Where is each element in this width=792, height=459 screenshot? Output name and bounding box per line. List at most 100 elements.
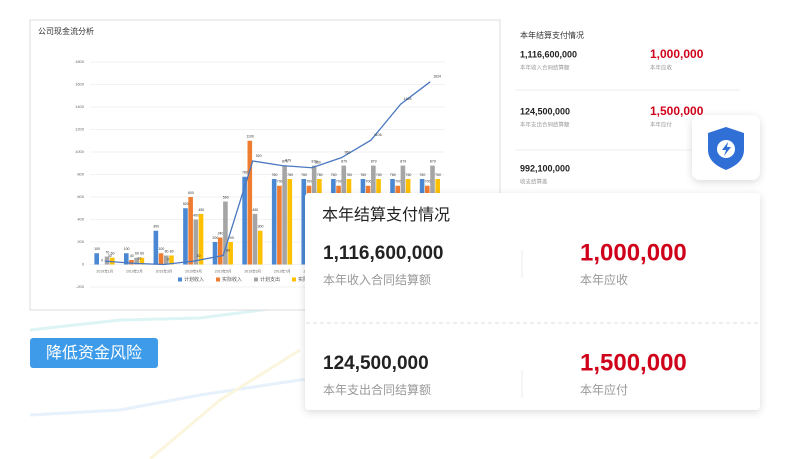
bar-label: 80 [170,249,174,253]
bar-label: 700 [425,180,431,184]
bar [247,140,253,265]
bar-label: 400 [193,213,199,217]
x-tick-label: 2019年2月 [126,268,143,273]
summary-title: 本年结算支付情况 [520,30,584,40]
bar-label: 0 [101,258,103,262]
bar [301,179,307,265]
x-tick-label: 2019年5月 [215,268,232,273]
bar-label: 760 [390,173,396,177]
bar [123,253,129,265]
bar-label: 760 [406,173,412,177]
summary-value: 1,500,000 [650,104,704,118]
bar-label: 100 [94,247,100,251]
bar [217,237,223,265]
bar-label: 100 [158,247,164,251]
badge-text: 降低资金风险 [46,344,142,362]
bar [287,179,293,265]
bar [257,230,263,265]
bar-label: 100 [124,247,130,251]
y-tick-label: 1600 [75,82,85,87]
detail-label: 本年支出合同结算额 [323,382,431,397]
y-tick-label: 1000 [75,149,85,154]
bar-label: 500 [183,202,189,206]
detail-value: 124,500,000 [323,353,429,374]
legend-swatch [254,277,258,282]
line-label: 950 [344,151,350,155]
summary-label: 本年应付 [650,120,673,128]
y-tick-label: 800 [77,172,84,177]
bar-label: 760 [272,173,278,177]
bar-label: 760 [346,173,352,177]
bar-label: 300 [153,225,159,229]
bar [198,213,204,265]
bar [134,257,139,265]
line-label: 920 [256,154,262,158]
summary-label: 本年应收 [650,63,673,71]
bar-label: 200 [212,236,218,240]
detail-title: 本年结算支付情况 [322,205,450,224]
bar-label: 600 [188,191,194,195]
bar-label: 240 [218,231,224,235]
bar [271,179,277,265]
bar-label: 879 [341,160,347,164]
x-tick-label: 2019年3月 [156,268,173,273]
x-tick-label: 2019年1月 [96,268,113,273]
bar-label: 700 [336,180,342,184]
badge [30,338,158,368]
bar [242,176,247,265]
bar [282,165,287,265]
line-label: 1425 [404,97,412,101]
bar [94,253,99,265]
detail-value: 1,000,000 [580,239,687,266]
bar [169,255,174,265]
detail-label: 本年应收 [580,272,628,287]
line-label: 879 [285,159,291,163]
bar-label: 760 [287,173,293,177]
y-tick-label: 600 [77,194,84,199]
summary-label: 本年收入合同结算额 [520,63,570,71]
legend-swatch [292,277,296,282]
bar [212,242,218,265]
y-tick-label: 1200 [75,127,85,132]
bar [183,208,188,265]
bar-label: 780 [242,171,248,175]
y-tick-label: 400 [77,217,84,222]
legend-label: 计划收入 [184,276,204,283]
bar-label: 300 [258,225,264,229]
bar-label: 760 [376,173,382,177]
bar-label: 700 [306,180,312,184]
bar-label: 70 [105,251,109,255]
y-tick-label: 1800 [75,59,85,64]
legend-swatch [178,277,182,282]
bar-label: 760 [317,173,323,177]
bar-label: 700 [277,180,283,184]
bar-label: 560 [223,195,229,199]
bar [252,213,258,265]
bar-label: 450 [198,208,204,212]
bar-label: 700 [366,180,372,184]
bar [228,242,233,265]
bar [139,257,145,265]
line-label: 1106 [374,133,382,137]
bar-label: 60 [111,252,115,256]
bar-label: 879 [371,160,377,164]
bar-label: 450 [252,208,258,212]
bar-label: 200 [228,236,234,240]
bar [163,255,169,265]
bar [153,230,159,265]
bar-label: 879 [400,160,406,164]
line-label: 860 [315,161,321,165]
y-tick-label: 200 [77,239,84,244]
line-label: 1624 [433,75,441,79]
line-label: 30 [108,254,112,258]
legend-swatch [216,277,220,282]
y-tick-label: 1400 [75,104,85,109]
bar-label: 60 [135,252,139,256]
bar [193,219,199,265]
bar [188,197,193,265]
bar [129,260,134,265]
x-tick-label: 2019年4月 [185,268,202,273]
line-label: 80 [226,248,230,252]
detail-value: 1,116,600,000 [323,243,443,264]
summary-label: 本年支出合同结算额 [520,120,570,128]
